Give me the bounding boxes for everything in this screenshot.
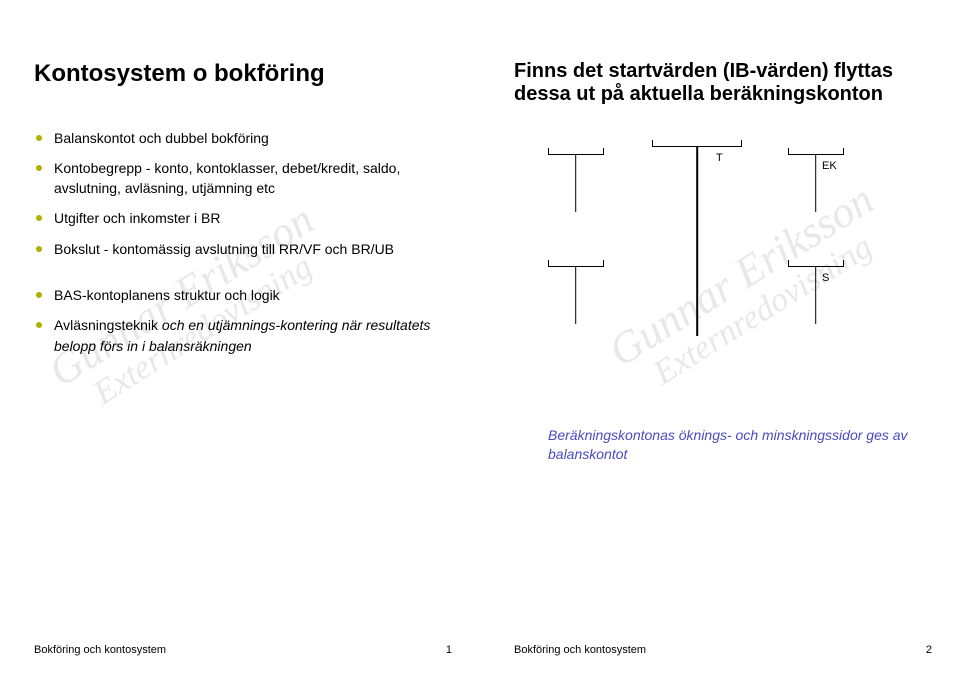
slide1-title: Kontosystem o bokföring <box>34 60 452 88</box>
list-item: Utgifter och inkomster i BR <box>34 208 452 228</box>
slide1-footer: Bokföring och kontosystem 1 <box>34 644 452 656</box>
t-label-T: T <box>716 152 723 164</box>
slide2-footer: Bokföring och kontosystem 2 <box>514 644 932 656</box>
list-item: Kontobegrepp - konto, kontoklasser, debe… <box>34 158 452 199</box>
list-item: Bokslut - kontomässig avslutning till RR… <box>34 239 452 259</box>
t-label-S: S <box>822 272 829 284</box>
slide1-bullets-top: Balanskontot och dubbel bokföring Kontob… <box>34 128 452 259</box>
footer-left: Bokföring och kontosystem <box>514 644 646 656</box>
footer-page-number: 1 <box>446 644 452 656</box>
slide-2: Gunnar Eriksson Externredovisning Finns … <box>480 0 960 674</box>
list-item: Avläsningsteknik och en utjämnings-konte… <box>34 315 452 356</box>
t-account-small <box>548 154 604 212</box>
t-account-small: S <box>788 266 844 324</box>
list-item-prefix: Avläsningsteknik <box>54 317 162 333</box>
footer-left: Bokföring och kontosystem <box>34 644 166 656</box>
t-stem <box>575 266 576 324</box>
list-item: BAS-kontoplanens struktur och logik <box>34 285 452 305</box>
t-account-small: EK <box>788 154 844 212</box>
spacer <box>34 269 452 285</box>
footer-page-number: 2 <box>926 644 932 656</box>
t-account-big: T <box>652 146 742 336</box>
t-label-EK: EK <box>822 160 837 172</box>
slide2-caption: Beräkningskontonas öknings- och minsknin… <box>548 426 932 464</box>
t-account-small <box>548 266 604 324</box>
t-account-diagram: T EK S <box>548 146 878 366</box>
slide1-bullets-bottom: BAS-kontoplanens struktur och logik Avlä… <box>34 285 452 356</box>
slide-1: Gunnar Eriksson Externredovisning Kontos… <box>0 0 480 674</box>
slide2-title: Finns det startvärden (IB-värden) flytta… <box>514 60 932 106</box>
t-stem <box>815 266 816 324</box>
t-stem <box>815 154 816 212</box>
t-stem <box>575 154 576 212</box>
list-item: Balanskontot och dubbel bokföring <box>34 128 452 148</box>
t-stem <box>696 146 698 336</box>
page: Gunnar Eriksson Externredovisning Kontos… <box>0 0 960 674</box>
